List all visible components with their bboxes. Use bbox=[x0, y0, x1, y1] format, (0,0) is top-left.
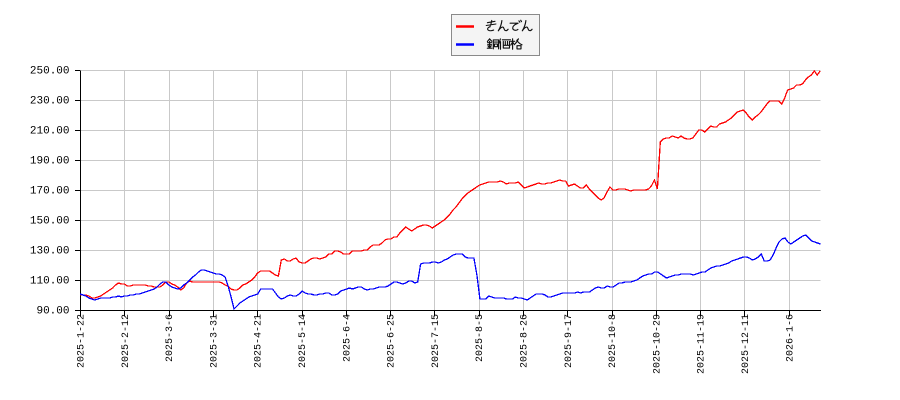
svg-text:2025-5-14: 2025-5-14 bbox=[298, 314, 309, 368]
svg-text:190.00: 190.00 bbox=[30, 156, 70, 168]
svg-text:2026-1-6: 2026-1-6 bbox=[785, 314, 796, 362]
svg-text:2025-12-11: 2025-12-11 bbox=[741, 314, 752, 374]
svg-text:150.00: 150.00 bbox=[30, 216, 70, 228]
svg-text:2025-4-21: 2025-4-21 bbox=[254, 314, 265, 368]
svg-text:2025-11-19: 2025-11-19 bbox=[697, 314, 708, 374]
svg-text:2025-8-5: 2025-8-5 bbox=[475, 314, 486, 362]
svg-text:170.00: 170.00 bbox=[30, 186, 70, 198]
svg-text:90.00: 90.00 bbox=[36, 306, 69, 318]
svg-text:2025-9-17: 2025-9-17 bbox=[564, 314, 575, 368]
svg-text:130.00: 130.00 bbox=[30, 246, 70, 258]
svg-text:2025-10-29: 2025-10-29 bbox=[652, 314, 663, 374]
svg-text:2025-6-4: 2025-6-4 bbox=[342, 314, 353, 362]
svg-text:2025-2-12: 2025-2-12 bbox=[121, 314, 132, 368]
svg-text:2025-7-15: 2025-7-15 bbox=[431, 314, 442, 368]
svg-text:2025-1-22: 2025-1-22 bbox=[77, 314, 88, 368]
svg-text:2025-3-6: 2025-3-6 bbox=[165, 314, 176, 362]
svg-text:2025-6-25: 2025-6-25 bbox=[387, 314, 398, 368]
svg-text:110.00: 110.00 bbox=[30, 276, 70, 288]
svg-text:250.00: 250.00 bbox=[30, 66, 70, 78]
svg-text:2025-8-26: 2025-8-26 bbox=[520, 314, 531, 368]
svg-text:2025-10-8: 2025-10-8 bbox=[608, 314, 619, 368]
svg-text:210.00: 210.00 bbox=[30, 126, 70, 138]
svg-text:2025-3-31: 2025-3-31 bbox=[209, 314, 220, 368]
svg-text:230.00: 230.00 bbox=[30, 96, 70, 108]
